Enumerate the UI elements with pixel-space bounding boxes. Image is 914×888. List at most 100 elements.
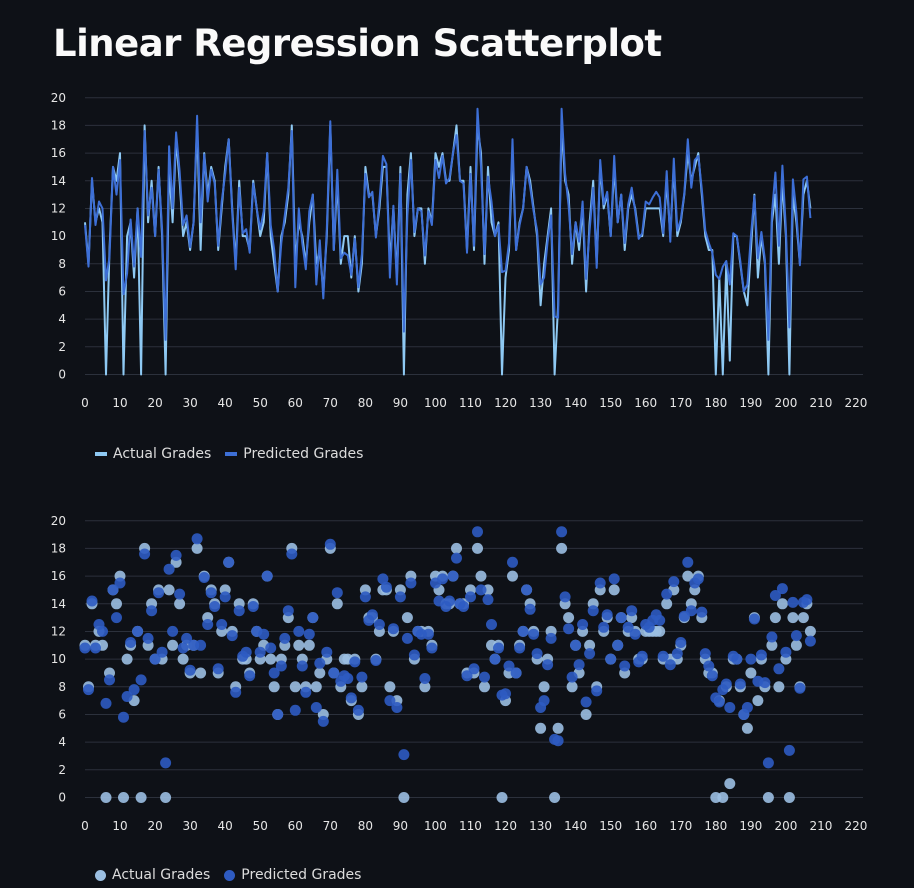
predicted-grade-point[interactable] [317, 715, 329, 727]
predicted-grade-point[interactable] [671, 648, 683, 660]
actual-grade-point[interactable] [563, 612, 575, 624]
actual-grade-point[interactable] [776, 598, 788, 610]
predicted-grade-point[interactable] [482, 594, 494, 606]
predicted-grade-point[interactable] [216, 619, 228, 630]
predicted-grade-point[interactable] [615, 612, 627, 624]
predicted-grade-point[interactable] [601, 609, 613, 621]
predicted-grade-point[interactable] [731, 653, 743, 665]
predicted-grade-point[interactable] [170, 549, 182, 561]
legend-item-predicted-dot[interactable]: Predicted Grades [224, 867, 361, 883]
actual-grade-point[interactable] [507, 570, 518, 582]
predicted-grade-point[interactable] [661, 588, 673, 600]
predicted-grade-point[interactable] [223, 556, 235, 568]
predicted-grade-point[interactable] [153, 587, 165, 599]
predicted-grade-point[interactable] [510, 667, 522, 679]
predicted-grade-point[interactable] [387, 623, 399, 635]
predicted-grade-point[interactable] [118, 711, 129, 723]
predicted-grade-point[interactable] [240, 646, 252, 658]
predicted-grade-point[interactable] [766, 631, 778, 643]
legend-item-predicted[interactable]: Predicted Grades [225, 446, 363, 462]
predicted-grade-point[interactable] [146, 605, 158, 617]
predicted-grade-point[interactable] [458, 601, 469, 612]
actual-grade-point[interactable] [566, 681, 578, 693]
actual-grade-point[interactable] [314, 667, 326, 679]
predicted-grade-point[interactable] [524, 603, 536, 615]
actual-grade-point[interactable] [451, 542, 462, 554]
predicted-grade-point[interactable] [139, 548, 151, 560]
predicted-grade-point[interactable] [303, 628, 315, 640]
predicted-grade-point[interactable] [500, 688, 511, 700]
actual-grade-point[interactable] [717, 792, 729, 803]
predicted-grade-point[interactable] [748, 613, 760, 625]
predicted-grade-point[interactable] [755, 649, 767, 661]
predicted-grade-point[interactable] [394, 591, 406, 603]
legend-item-actual-dot[interactable]: Actual Grades [95, 867, 210, 883]
actual-grade-point[interactable] [111, 598, 122, 610]
predicted-grade-point[interactable] [282, 605, 294, 617]
predicted-grade-point[interactable] [447, 570, 459, 582]
predicted-grade-point[interactable] [587, 605, 599, 617]
predicted-grade-point[interactable] [272, 709, 284, 720]
predicted-grade-point[interactable] [191, 533, 203, 545]
line-chart[interactable]: 0 2 4 6 8 10 12 14 16 18 20 0 10 20 30 40 50 60 70 80 90 100 1… [45, 85, 875, 420]
predicted-grade-point[interactable] [759, 677, 771, 689]
actual-grade-point[interactable] [552, 722, 564, 734]
predicted-grade-point[interactable] [163, 563, 175, 575]
predicted-grade-point[interactable] [521, 584, 533, 596]
actual-grade-point[interactable] [766, 639, 778, 651]
predicted-grade-point[interactable] [563, 623, 575, 635]
predicted-grade-point[interactable] [538, 695, 550, 707]
actual-grade-point[interactable] [797, 612, 809, 624]
predicted-grade-point[interactable] [745, 653, 757, 665]
predicted-grade-point[interactable] [202, 619, 214, 630]
actual-grade-point[interactable] [783, 792, 795, 803]
actual-grade-point[interactable] [790, 639, 802, 651]
predicted-grade-point[interactable] [734, 678, 746, 690]
predicted-grade-point[interactable] [377, 573, 389, 585]
predicted-grade-point[interactable] [380, 581, 392, 593]
predicted-grade-point[interactable] [160, 757, 172, 769]
actual-grade-point[interactable] [265, 653, 277, 665]
predicted-grade-point[interactable] [128, 684, 140, 696]
actual-grade-point[interactable] [100, 792, 112, 803]
predicted-grade-point[interactable] [79, 642, 91, 654]
predicted-grade-point[interactable] [359, 591, 371, 603]
predicted-grade-point[interactable] [104, 674, 115, 686]
predicted-grade-point[interactable] [307, 612, 319, 624]
predicted-grade-point[interactable] [591, 685, 603, 697]
predicted-grade-point[interactable] [254, 646, 266, 658]
predicted-grade-point[interactable] [279, 632, 291, 644]
predicted-grade-point[interactable] [345, 692, 357, 704]
predicted-grade-point[interactable] [685, 605, 697, 617]
predicted-grade-point[interactable] [426, 642, 438, 654]
actual-grade-point[interactable] [556, 542, 568, 554]
predicted-grade-point[interactable] [654, 614, 666, 626]
predicted-grade-point[interactable] [293, 625, 305, 637]
predicted-grade-point[interactable] [780, 646, 792, 658]
predicted-grade-point[interactable] [699, 648, 711, 660]
predicted-grade-point[interactable] [584, 648, 596, 660]
predicted-grade-point[interactable] [142, 632, 154, 644]
predicted-grade-point[interactable] [542, 659, 554, 671]
predicted-grade-point[interactable] [328, 667, 340, 679]
predicted-grade-point[interactable] [310, 702, 322, 713]
predicted-grade-point[interactable] [181, 632, 193, 644]
predicted-grade-point[interactable] [713, 696, 725, 708]
predicted-grade-point[interactable] [507, 556, 518, 568]
predicted-grade-point[interactable] [114, 577, 126, 589]
predicted-grade-point[interactable] [156, 646, 168, 658]
predicted-grade-point[interactable] [195, 639, 207, 651]
actual-grade-point[interactable] [118, 792, 129, 803]
predicted-grade-point[interactable] [314, 657, 326, 669]
actual-grade-point[interactable] [804, 625, 816, 637]
actual-grade-point[interactable] [195, 667, 207, 679]
predicted-grade-point[interactable] [349, 656, 361, 668]
scatter-chart[interactable]: 0 2 4 6 8 10 12 14 16 18 20 0 10 20 30 40 50 60 70 80 90 100 1… [45, 508, 875, 843]
predicted-grade-point[interactable] [559, 591, 571, 603]
predicted-grade-point[interactable] [465, 591, 476, 603]
actual-grade-point[interactable] [787, 612, 799, 624]
predicted-grade-point[interactable] [622, 621, 634, 633]
predicted-grade-point[interactable] [121, 691, 133, 702]
predicted-grade-point[interactable] [605, 653, 617, 665]
predicted-grade-point[interactable] [391, 702, 403, 713]
